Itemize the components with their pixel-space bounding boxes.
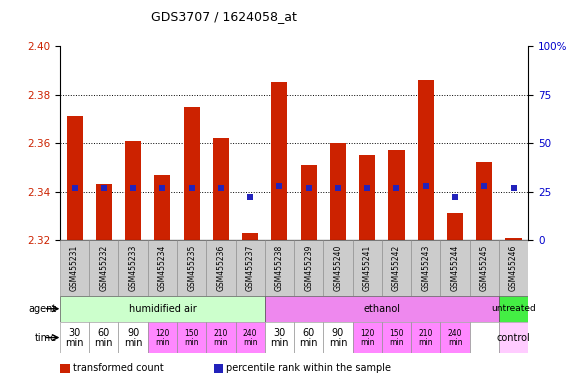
Text: GSM455238: GSM455238 (275, 245, 284, 291)
Text: GSM455245: GSM455245 (480, 245, 489, 291)
Bar (67, 116, 83, 240)
Text: GSM455234: GSM455234 (158, 245, 167, 291)
Bar (89, 322, 119, 353)
Bar (119, 322, 148, 353)
Bar (294, 240, 323, 296)
Text: control: control (497, 333, 530, 343)
Bar (60, 240, 89, 296)
Text: GSM455239: GSM455239 (304, 245, 313, 291)
Text: 120
min: 120 min (155, 329, 170, 346)
Text: GSM455232: GSM455232 (99, 245, 108, 291)
Bar (89, 240, 119, 296)
Text: GSM455237: GSM455237 (246, 245, 255, 291)
Text: GSM455231: GSM455231 (70, 245, 79, 291)
Bar (418, 80, 434, 240)
Bar (206, 240, 236, 296)
Bar (505, 238, 521, 240)
Bar (476, 162, 492, 240)
Text: humidified air: humidified air (128, 304, 196, 314)
Text: untreated: untreated (491, 304, 536, 313)
Bar (470, 240, 499, 296)
Bar (60, 364, 70, 372)
Bar (499, 240, 528, 296)
Bar (242, 233, 258, 240)
Bar (184, 107, 200, 240)
Bar (330, 143, 346, 240)
Bar (96, 184, 112, 240)
Text: GSM455241: GSM455241 (363, 245, 372, 291)
Text: 90
min: 90 min (329, 328, 347, 348)
Bar (447, 214, 463, 240)
Text: 240
min: 240 min (448, 329, 463, 346)
Text: 30
min: 30 min (270, 328, 289, 348)
Text: 30
min: 30 min (65, 328, 84, 348)
Bar (353, 240, 382, 296)
Bar (60, 296, 265, 322)
Bar (215, 364, 223, 372)
Bar (382, 240, 411, 296)
Text: GSM455240: GSM455240 (333, 245, 343, 291)
Bar (440, 240, 470, 296)
Bar (470, 322, 499, 353)
Text: GDS3707 / 1624058_at: GDS3707 / 1624058_at (151, 10, 297, 23)
Text: time: time (35, 333, 57, 343)
Text: 210
min: 210 min (419, 329, 433, 346)
Text: ethanol: ethanol (363, 304, 400, 314)
Bar (177, 322, 206, 353)
Bar (265, 296, 499, 322)
Bar (301, 165, 317, 240)
Text: 60
min: 60 min (299, 328, 318, 348)
Bar (499, 296, 528, 322)
Bar (265, 240, 294, 296)
Bar (323, 322, 353, 353)
Bar (440, 322, 470, 353)
Text: percentile rank within the sample: percentile rank within the sample (226, 362, 391, 373)
Text: transformed count: transformed count (73, 362, 164, 373)
Text: GSM455246: GSM455246 (509, 245, 518, 291)
Bar (119, 240, 148, 296)
Text: 150
min: 150 min (389, 329, 404, 346)
Bar (236, 322, 265, 353)
Text: GSM455235: GSM455235 (187, 245, 196, 291)
Bar (359, 155, 375, 240)
Text: 240
min: 240 min (243, 329, 258, 346)
Bar (294, 322, 323, 353)
Text: agent: agent (29, 304, 57, 314)
Bar (411, 322, 440, 353)
Text: 120
min: 120 min (360, 329, 375, 346)
Text: GSM455243: GSM455243 (421, 245, 431, 291)
Bar (60, 322, 89, 353)
Bar (125, 141, 141, 240)
Text: GSM455233: GSM455233 (128, 245, 138, 291)
Bar (177, 240, 206, 296)
Bar (271, 83, 287, 240)
Text: GSM455242: GSM455242 (392, 245, 401, 291)
Bar (236, 240, 265, 296)
Bar (411, 240, 440, 296)
Text: 150
min: 150 min (184, 329, 199, 346)
Bar (154, 175, 170, 240)
Bar (499, 322, 528, 353)
Text: 210
min: 210 min (214, 329, 228, 346)
Bar (213, 138, 229, 240)
Text: 60
min: 60 min (95, 328, 113, 348)
Bar (382, 322, 411, 353)
Bar (206, 322, 236, 353)
Text: 90
min: 90 min (124, 328, 142, 348)
Bar (323, 240, 353, 296)
Bar (148, 240, 177, 296)
Bar (353, 322, 382, 353)
Text: GSM455236: GSM455236 (216, 245, 226, 291)
Bar (388, 150, 404, 240)
Bar (148, 322, 177, 353)
Text: GSM455244: GSM455244 (451, 245, 460, 291)
Bar (265, 322, 294, 353)
